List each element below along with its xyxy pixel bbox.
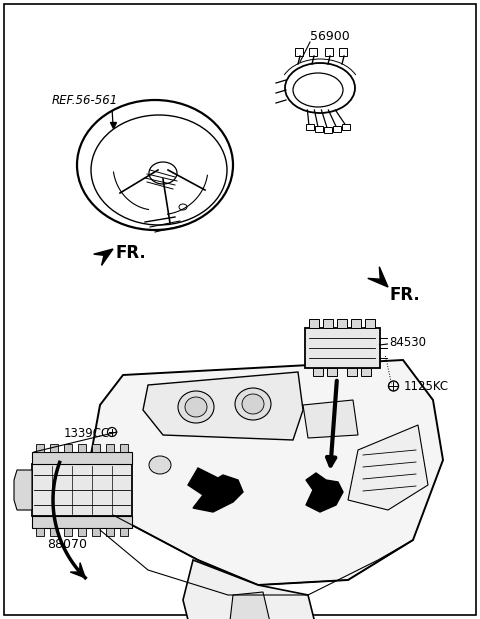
- Bar: [333, 126, 341, 132]
- Bar: [64, 444, 72, 452]
- Bar: [325, 48, 333, 56]
- Text: 1125KC: 1125KC: [404, 379, 449, 392]
- Bar: [324, 127, 332, 133]
- Text: FR.: FR.: [115, 244, 146, 262]
- Text: FR.: FR.: [390, 286, 421, 304]
- Bar: [106, 444, 114, 452]
- Bar: [323, 319, 333, 328]
- Bar: [304, 328, 380, 368]
- Polygon shape: [368, 267, 388, 287]
- Polygon shape: [94, 249, 113, 266]
- Polygon shape: [14, 470, 32, 510]
- Bar: [120, 528, 128, 536]
- Bar: [106, 528, 114, 536]
- Bar: [295, 48, 303, 56]
- Bar: [309, 48, 317, 56]
- Bar: [306, 124, 314, 130]
- Bar: [36, 528, 44, 536]
- Bar: [351, 319, 361, 328]
- Polygon shape: [303, 400, 358, 438]
- Polygon shape: [70, 563, 85, 578]
- Text: 1339CC: 1339CC: [64, 426, 110, 439]
- Ellipse shape: [235, 388, 271, 420]
- Polygon shape: [183, 560, 318, 619]
- Text: REF.56-561: REF.56-561: [52, 93, 118, 106]
- Bar: [32, 464, 132, 516]
- Bar: [32, 452, 132, 464]
- Ellipse shape: [178, 391, 214, 423]
- Polygon shape: [348, 425, 428, 510]
- Bar: [78, 444, 86, 452]
- Polygon shape: [188, 468, 243, 512]
- Bar: [365, 319, 375, 328]
- Text: 88070: 88070: [47, 537, 87, 550]
- Bar: [337, 319, 347, 328]
- Bar: [92, 444, 100, 452]
- Bar: [120, 444, 128, 452]
- Bar: [50, 528, 58, 536]
- Polygon shape: [143, 372, 303, 440]
- Bar: [36, 444, 44, 452]
- Bar: [309, 319, 319, 328]
- Text: 56900: 56900: [310, 30, 350, 43]
- Polygon shape: [306, 473, 343, 512]
- Bar: [92, 528, 100, 536]
- Bar: [313, 368, 323, 376]
- Bar: [50, 444, 58, 452]
- Bar: [361, 368, 371, 376]
- Bar: [342, 124, 350, 130]
- Bar: [339, 48, 347, 56]
- Polygon shape: [90, 360, 443, 585]
- Ellipse shape: [242, 394, 264, 414]
- Bar: [32, 516, 132, 528]
- Polygon shape: [228, 592, 273, 619]
- Ellipse shape: [185, 397, 207, 417]
- Bar: [315, 126, 323, 132]
- Bar: [64, 528, 72, 536]
- Bar: [347, 368, 357, 376]
- Bar: [327, 368, 337, 376]
- Text: 84530: 84530: [389, 335, 427, 348]
- Bar: [78, 528, 86, 536]
- Ellipse shape: [149, 456, 171, 474]
